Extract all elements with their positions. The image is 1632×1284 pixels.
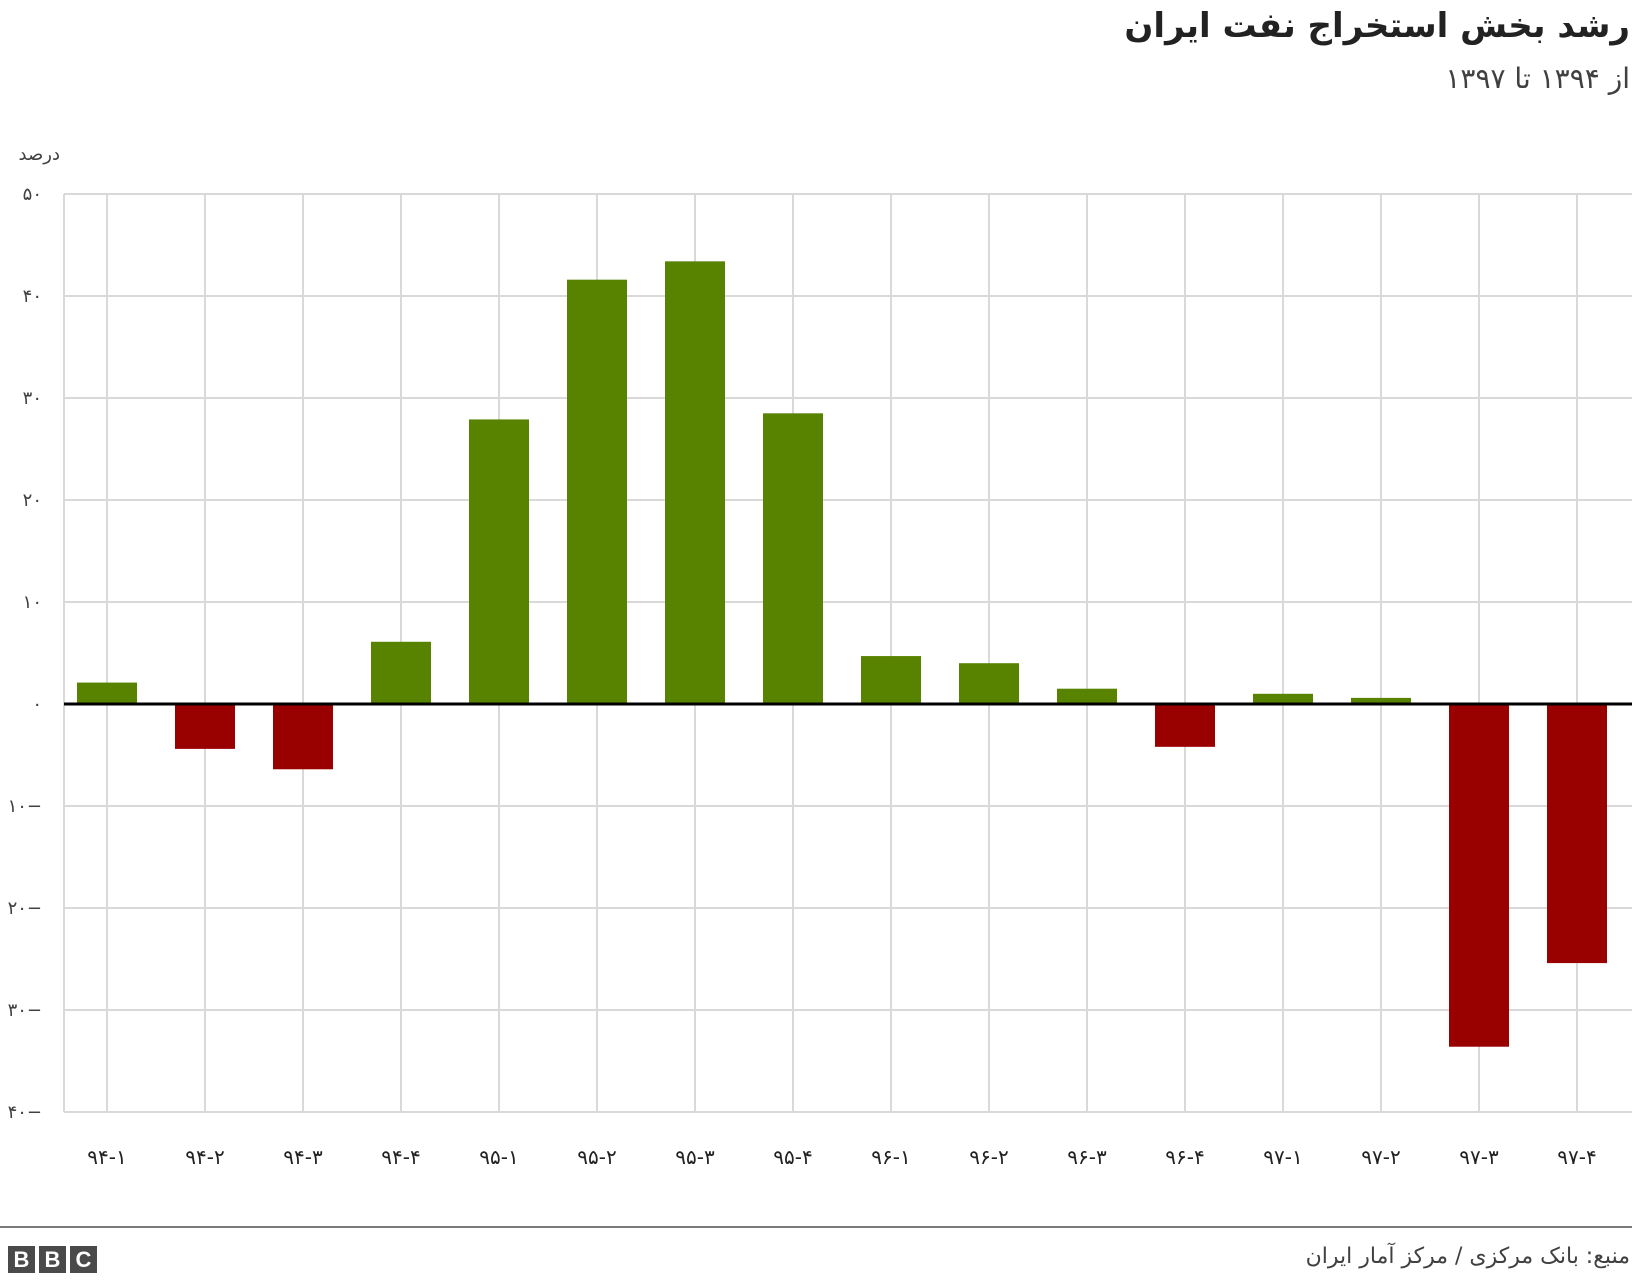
y-tick-label: ۰ [32, 694, 42, 715]
x-tick-label: ۹۵-۲ [577, 1145, 616, 1169]
x-tick-label: ۹۵-۳ [675, 1145, 715, 1169]
y-tick-label: ۳۰− [8, 1000, 42, 1021]
x-tick-label: ۹۴-۳ [283, 1145, 323, 1169]
bar [861, 656, 921, 704]
bar [273, 704, 333, 770]
y-tick-label: ۱۰− [8, 796, 42, 817]
x-tick-label: ۹۶-۴ [1165, 1145, 1204, 1169]
x-tick-label: ۹۵-۱ [479, 1145, 518, 1169]
x-tick-label: ۹۷-۱ [1263, 1145, 1302, 1169]
y-tick-label: ۴۰ [23, 286, 42, 307]
y-tick-label: ۲۰ [23, 490, 42, 511]
bar [77, 682, 137, 704]
x-tick-label: ۹۷-۴ [1557, 1145, 1596, 1169]
bar [1547, 704, 1607, 964]
bar [763, 413, 823, 704]
chart-title: رشد بخش استخراج نفت ایران [1124, 6, 1630, 46]
x-tick-label: ۹۷-۲ [1361, 1145, 1400, 1169]
footer-divider [0, 1226, 1632, 1228]
bar [1057, 688, 1117, 704]
bar [371, 641, 431, 704]
y-tick-label: ۴۰− [8, 1102, 42, 1123]
bar [1253, 693, 1313, 704]
source-note: منبع: بانک مرکزی / مرکز آمار ایران [1305, 1244, 1630, 1269]
x-tick-label: ۹۵-۴ [773, 1145, 812, 1169]
bar-chart: درصد ۵۰ ۴۰ ۳۰ ۲۰ ۱۰ ۰ ۱۰− ۲۰− ۳۰− ۴۰− ۹۴-۱ ۹۴-۲ ۹۴-۳ ۹… [8, 144, 1632, 1169]
bar [1351, 697, 1411, 704]
x-tick-label: ۹۴-۱ [87, 1145, 126, 1169]
x-tick-label: ۹۴-۲ [185, 1145, 224, 1169]
bar [567, 279, 627, 704]
x-tick-label: ۹۶-۱ [871, 1145, 910, 1169]
y-tick-label: ۳۰ [23, 388, 42, 409]
y-tick-label: ۵۰ [23, 184, 42, 205]
bar [175, 704, 235, 749]
y-tick-label: ۲۰− [8, 898, 42, 919]
y-axis-label: درصد [19, 144, 60, 165]
bar [665, 261, 725, 704]
y-tick-label: ۱۰ [23, 592, 42, 613]
x-tick-label: ۹۶-۳ [1067, 1145, 1107, 1169]
x-tick-label: ۹۶-۲ [969, 1145, 1008, 1169]
bar [1155, 704, 1215, 747]
x-tick-label: ۹۴-۴ [381, 1145, 420, 1169]
chart-subtitle: از ۱۳۹۴ تا ۱۳۹۷ [1445, 62, 1630, 95]
bar [959, 663, 1019, 704]
bar [1449, 704, 1509, 1047]
bar [469, 419, 529, 704]
x-tick-label: ۹۷-۳ [1459, 1145, 1499, 1169]
